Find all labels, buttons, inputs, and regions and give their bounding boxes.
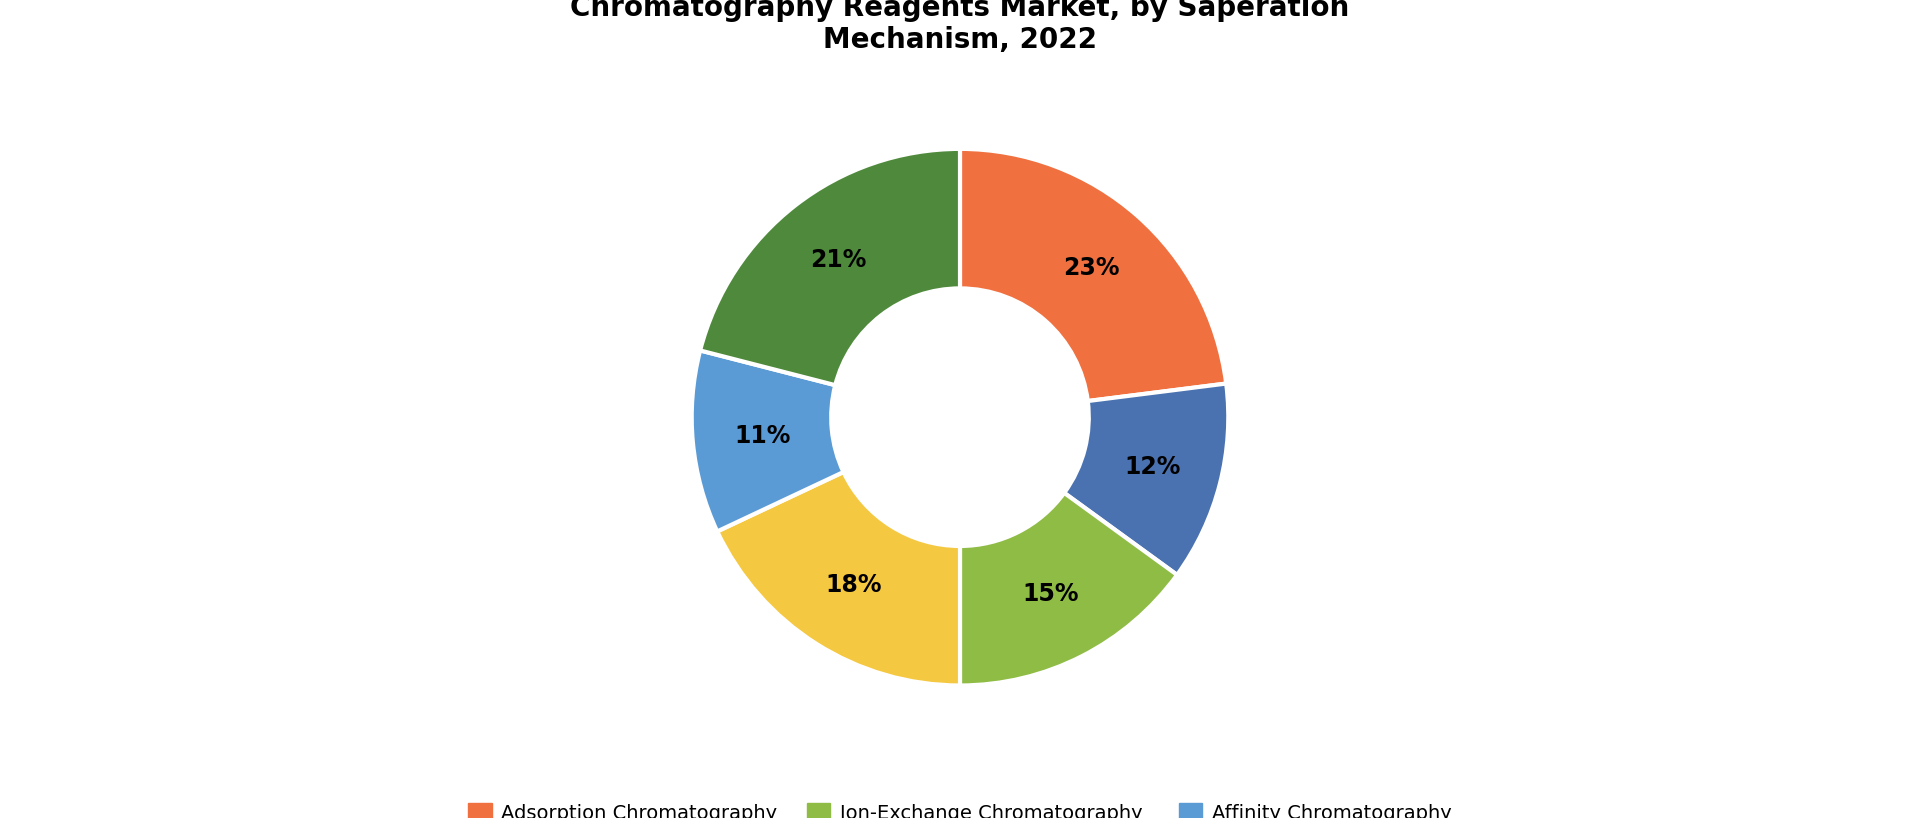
Text: 12%: 12% — [1123, 455, 1181, 479]
Wedge shape — [1064, 384, 1229, 575]
Text: 15%: 15% — [1021, 582, 1079, 606]
Wedge shape — [701, 149, 960, 385]
Text: 18%: 18% — [826, 573, 881, 597]
Title: Chromatography Reagents Market, by Saperation
Mechanism, 2022: Chromatography Reagents Market, by Saper… — [570, 0, 1350, 55]
Text: 21%: 21% — [810, 249, 866, 272]
Wedge shape — [718, 472, 960, 685]
Wedge shape — [960, 493, 1177, 685]
Text: 11%: 11% — [733, 424, 791, 448]
Wedge shape — [691, 350, 843, 532]
Text: 23%: 23% — [1064, 256, 1119, 281]
Legend: Adsorption Chromatography, Partition Chromatography, Ion-Exchange Chromatography: Adsorption Chromatography, Partition Chr… — [461, 796, 1459, 818]
Wedge shape — [960, 149, 1227, 401]
